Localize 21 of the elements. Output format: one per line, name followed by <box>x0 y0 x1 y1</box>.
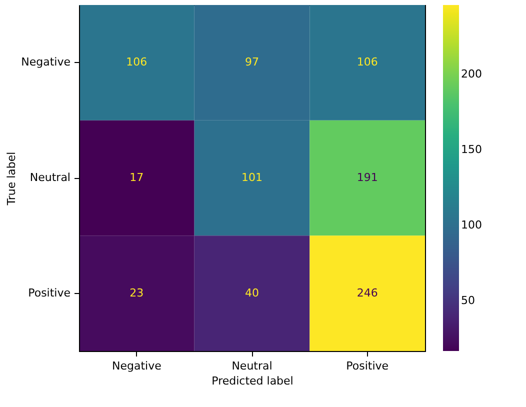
y-axis-title: True label <box>5 152 18 206</box>
data-label: 23 <box>130 286 144 300</box>
data-label: 246 <box>356 286 378 300</box>
data-label: 17 <box>130 171 144 184</box>
x-tick-label: Negative <box>112 360 162 372</box>
data-label: 106 <box>356 56 378 69</box>
color-bar-label: 50 <box>461 294 475 308</box>
color-bar-label: 200 <box>461 68 482 80</box>
x-tick-label: Neutral <box>232 360 272 372</box>
x-tick-label: Positive <box>346 360 389 372</box>
color-bar-label: 150 <box>461 143 482 156</box>
data-label: 40 <box>245 286 259 300</box>
data-label: 101 <box>242 171 262 184</box>
y-tick-label: Negative <box>21 56 71 69</box>
y-tick-label: Neutral <box>30 171 70 184</box>
color-bar-label: 100 <box>461 218 482 232</box>
y-tick-label: Positive <box>28 286 71 300</box>
x-axis-title: Predicted label <box>212 374 294 388</box>
data-label: 106 <box>126 56 148 69</box>
data-label: 191 <box>356 171 378 184</box>
data-label: 97 <box>245 56 259 69</box>
